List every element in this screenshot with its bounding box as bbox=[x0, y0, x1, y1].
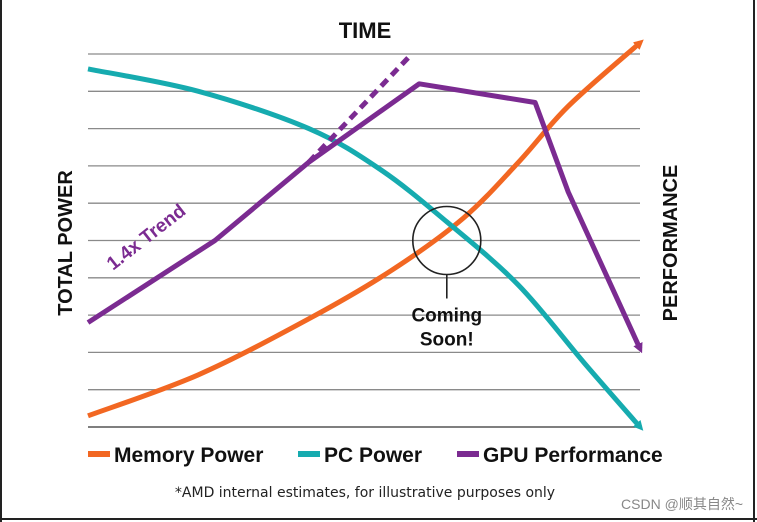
chart-title: TIME bbox=[339, 18, 392, 43]
legend-label-memory: Memory Power bbox=[114, 444, 263, 467]
series-line-memory bbox=[87, 39, 644, 419]
legend-label-gpu: GPU Performance bbox=[483, 444, 663, 467]
trend-line-dashed bbox=[306, 56, 410, 164]
coming-soon-annotation: Coming Soon! bbox=[411, 205, 482, 351]
y-axis-label-left: TOTAL POWER bbox=[55, 170, 77, 316]
frame-bottom-edge bbox=[0, 518, 757, 520]
series-line-gpu bbox=[86, 81, 643, 354]
legend: Memory Power PC Power GPU Performance bbox=[88, 444, 663, 467]
annotation-text-line1: Coming bbox=[411, 306, 482, 327]
annotation-text-line2: Soon! bbox=[420, 330, 474, 351]
y-axis-label-right: PERFORMANCE bbox=[660, 165, 682, 322]
series-layer bbox=[86, 39, 644, 431]
frame-left-edge bbox=[0, 0, 2, 522]
watermark: CSDN @顺其自然~ bbox=[621, 496, 743, 512]
gridlines bbox=[88, 53, 640, 428]
frame-right-edge bbox=[753, 0, 755, 522]
footnote: *AMD internal estimates, for illustrativ… bbox=[175, 485, 555, 501]
series-line-pc bbox=[87, 66, 644, 431]
legend-label-pc: PC Power bbox=[324, 444, 422, 467]
